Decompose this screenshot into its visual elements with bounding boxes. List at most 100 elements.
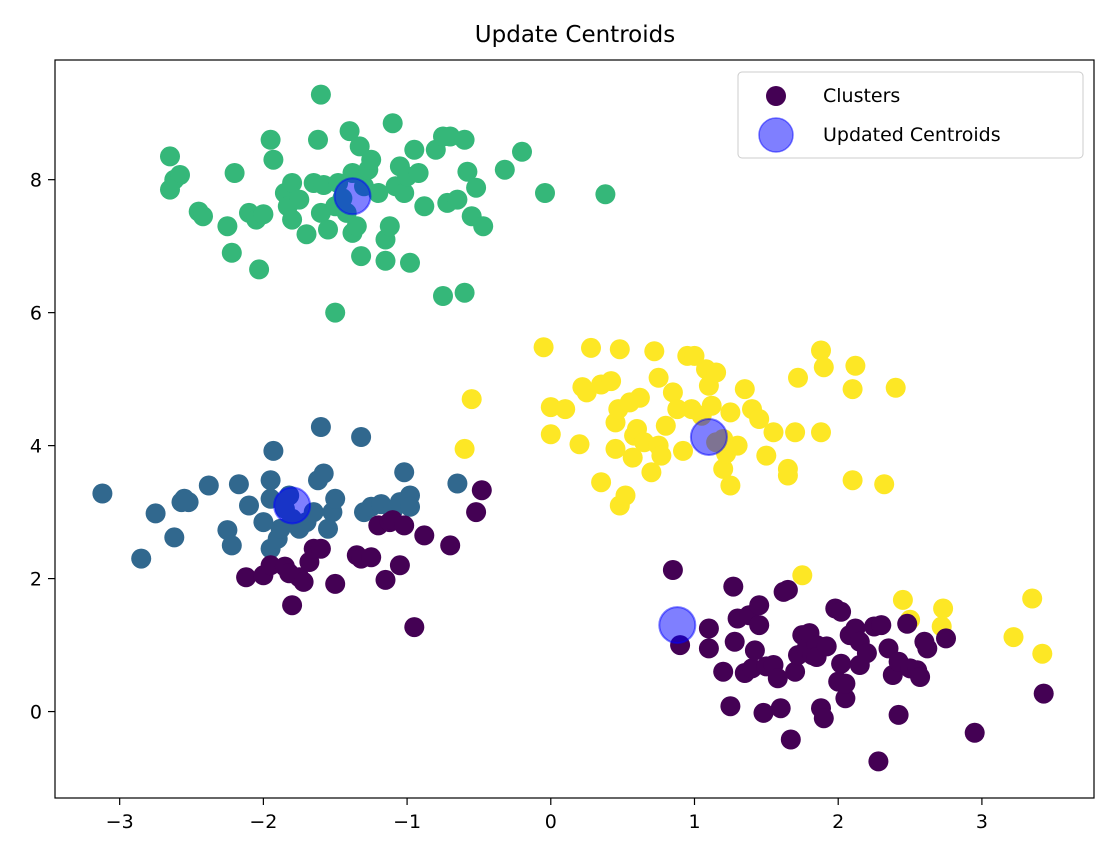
data-point-cluster-yellow	[845, 356, 865, 376]
data-point-cluster-green	[433, 286, 453, 306]
x-tick-label: −3	[106, 811, 134, 833]
y-tick-label: 8	[30, 170, 42, 192]
data-point-cluster-purple	[817, 636, 837, 656]
data-point-cluster-purple	[663, 560, 683, 580]
data-point-cluster-purple	[749, 615, 769, 635]
legend-cluster-marker	[766, 86, 786, 106]
data-point-cluster-purple	[965, 723, 985, 743]
data-point-cluster-green	[414, 196, 434, 216]
data-point-cluster-green	[160, 146, 180, 166]
data-point-cluster-green	[282, 210, 302, 230]
data-point-cluster-purple	[910, 667, 930, 687]
data-point-cluster-purple	[404, 617, 424, 637]
centroid-marker	[274, 488, 310, 524]
data-point-cluster-purple	[857, 643, 877, 663]
data-point-cluster-yellow	[656, 416, 676, 436]
data-point-cluster-purple	[720, 696, 740, 716]
data-point-cluster-blue	[394, 462, 414, 482]
data-point-cluster-yellow	[1004, 627, 1024, 647]
data-point-cluster-green	[222, 243, 242, 263]
data-point-cluster-blue	[164, 527, 184, 547]
x-tick-label: 2	[832, 811, 844, 833]
x-tick-label: 0	[545, 811, 557, 833]
y-tick-label: 4	[30, 436, 42, 458]
data-point-cluster-purple	[699, 619, 719, 639]
data-point-cluster-yellow	[735, 379, 755, 399]
data-point-cluster-purple	[749, 595, 769, 615]
x-tick-label: −1	[393, 811, 421, 833]
data-point-cluster-yellow	[570, 434, 590, 454]
data-point-cluster-yellow	[591, 472, 611, 492]
legend: Clusters Updated Centroids	[738, 72, 1083, 158]
x-axis: −3 −2 −1 0 1 2 3	[106, 798, 988, 833]
data-point-cluster-yellow	[541, 424, 561, 444]
data-point-cluster-green	[368, 183, 388, 203]
data-point-cluster-purple	[814, 708, 834, 728]
data-point-cluster-purple	[771, 698, 791, 718]
data-point-cluster-blue	[239, 496, 259, 516]
data-point-cluster-yellow	[610, 339, 630, 359]
data-point-cluster-yellow	[641, 462, 661, 482]
data-point-cluster-purple	[713, 662, 733, 682]
data-point-cluster-blue	[400, 497, 420, 517]
data-point-cluster-yellow	[843, 379, 863, 399]
y-tick-label: 0	[30, 702, 42, 724]
centroid-marker	[335, 178, 371, 214]
data-point-cluster-green	[535, 183, 555, 203]
data-point-cluster-purple	[785, 662, 805, 682]
data-point-cluster-blue	[229, 474, 249, 494]
data-point-cluster-yellow	[874, 474, 894, 494]
data-point-cluster-yellow	[534, 337, 554, 357]
data-point-cluster-yellow	[651, 446, 671, 466]
data-point-cluster-yellow	[462, 389, 482, 409]
data-point-cluster-purple	[936, 628, 956, 648]
data-point-cluster-yellow	[663, 382, 683, 402]
data-point-cluster-green	[466, 178, 486, 198]
plot-area	[55, 60, 1094, 798]
data-point-cluster-green	[380, 216, 400, 236]
data-point-cluster-yellow	[616, 486, 636, 506]
data-point-cluster-green	[160, 180, 180, 200]
data-point-cluster-green	[217, 216, 237, 236]
data-point-cluster-yellow	[601, 371, 621, 391]
data-point-cluster-green	[394, 183, 414, 203]
data-point-cluster-green	[376, 251, 396, 271]
data-point-cluster-yellow	[893, 590, 913, 610]
points-layer	[92, 85, 1053, 772]
data-point-cluster-yellow	[788, 368, 808, 388]
data-point-cluster-purple	[466, 502, 486, 522]
data-point-cluster-yellow	[1032, 644, 1052, 664]
data-point-cluster-purple	[699, 638, 719, 658]
data-point-cluster-purple	[781, 730, 801, 750]
data-point-cluster-green	[289, 190, 309, 210]
data-point-cluster-yellow	[843, 470, 863, 490]
data-point-cluster-green	[253, 204, 273, 224]
data-point-cluster-green	[225, 163, 245, 183]
data-point-cluster-blue	[261, 470, 281, 490]
data-point-cluster-blue	[314, 464, 334, 484]
data-point-cluster-green	[297, 224, 317, 244]
data-point-cluster-purple	[897, 614, 917, 634]
data-point-cluster-purple	[1034, 684, 1054, 704]
data-point-cluster-blue	[146, 503, 166, 523]
plot-frame	[55, 60, 1094, 798]
data-point-cluster-green	[347, 216, 367, 236]
data-point-cluster-yellow	[785, 422, 805, 442]
data-point-cluster-blue	[199, 476, 219, 496]
data-point-cluster-yellow	[720, 402, 740, 422]
data-point-cluster-yellow	[778, 466, 798, 486]
data-point-cluster-purple	[236, 567, 256, 587]
data-point-cluster-blue	[263, 441, 283, 461]
data-point-cluster-yellow	[606, 439, 626, 459]
y-axis: 0 2 4 6 8	[30, 170, 55, 724]
data-point-cluster-purple	[394, 515, 414, 535]
data-point-cluster-blue	[222, 535, 242, 555]
legend-centroid-marker	[759, 118, 793, 152]
data-point-cluster-green	[351, 246, 371, 266]
data-point-cluster-green	[473, 216, 493, 236]
data-point-cluster-blue	[311, 417, 331, 437]
data-point-cluster-yellow	[649, 368, 669, 388]
data-point-cluster-yellow	[933, 599, 953, 619]
data-point-cluster-green	[311, 85, 331, 105]
